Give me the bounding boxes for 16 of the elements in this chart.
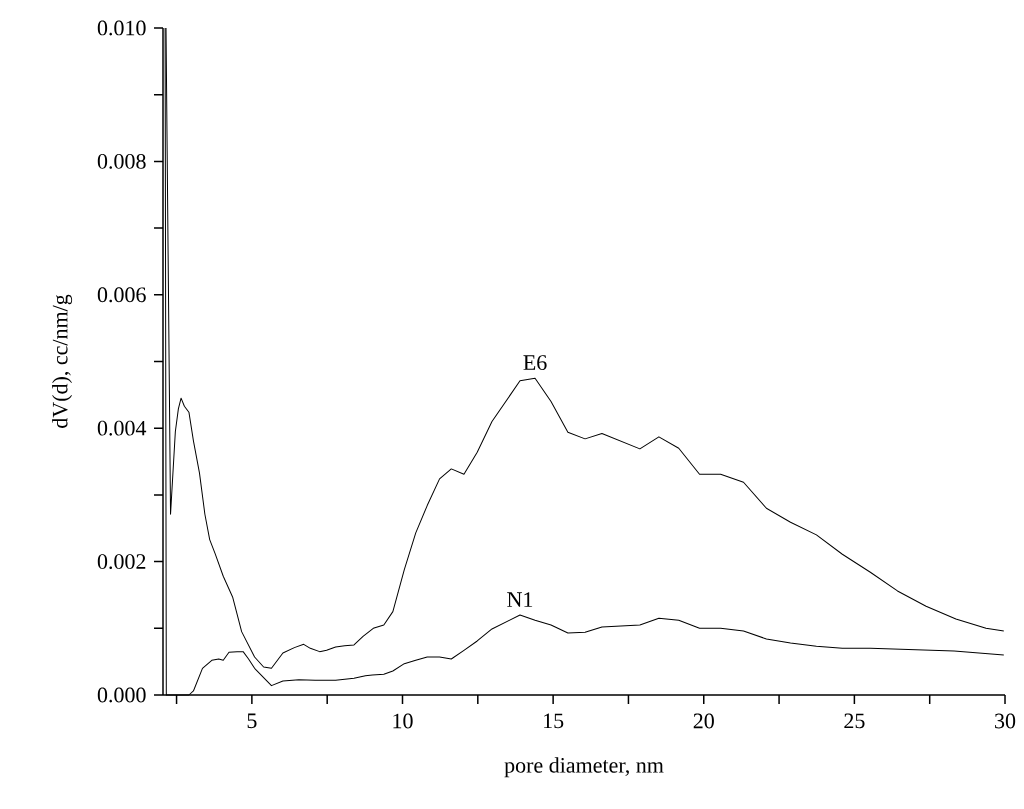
series-label: E6 — [523, 355, 547, 370]
x-tick-label: 5 — [247, 713, 257, 729]
y-axis-title: dV(d), cc/nm/g — [52, 294, 73, 428]
x-tick-label: 10 — [393, 713, 413, 729]
x-tick-label: 25 — [844, 713, 865, 729]
y-tick-label: 0.010 — [97, 20, 146, 36]
x-tick-label: 15 — [544, 713, 564, 729]
y-tick-label: 0.000 — [97, 687, 146, 703]
y-tick-label: 0.008 — [97, 153, 146, 169]
x-axis-title: pore diameter, nm — [504, 757, 664, 778]
y-tick-label: 0.002 — [97, 554, 146, 570]
y-tick-label: 0.004 — [97, 420, 147, 436]
series-label: N1 — [507, 592, 533, 607]
x-tick-label: 30 — [995, 713, 1016, 729]
y-tick-label: 0.006 — [97, 287, 146, 303]
x-tick-label: 20 — [693, 713, 714, 729]
